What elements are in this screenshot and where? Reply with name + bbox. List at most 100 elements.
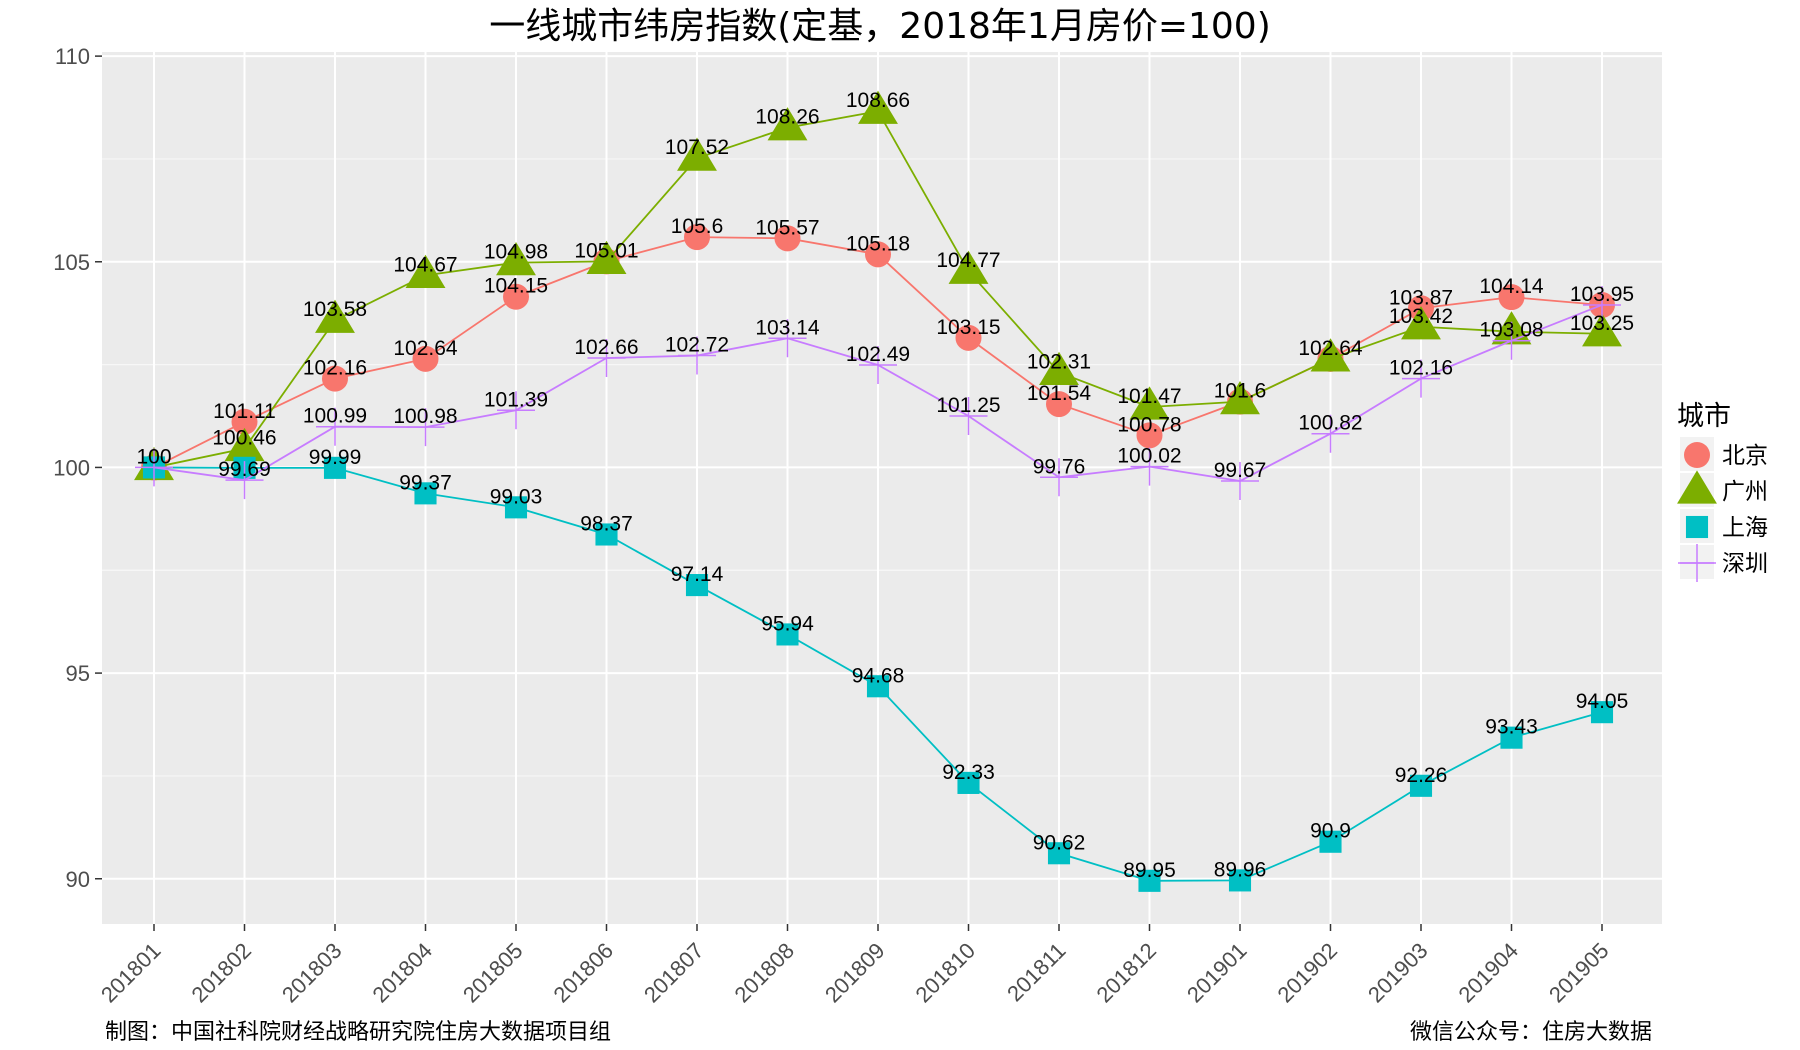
data-point	[1311, 414, 1350, 453]
data-point	[224, 427, 265, 462]
data-label: 94.68	[852, 664, 905, 687]
data-label: 103.25	[1570, 312, 1634, 335]
data-label: 107.52	[665, 136, 729, 159]
legend-symbol	[1677, 470, 1717, 504]
data-point	[595, 523, 618, 546]
data-point	[1136, 422, 1163, 449]
data-point	[865, 241, 891, 268]
data-label: 99.67	[1214, 459, 1267, 482]
data-point	[323, 456, 347, 479]
data-point	[1228, 869, 1252, 892]
data-label: 99.99	[309, 446, 362, 469]
data-point	[866, 675, 890, 698]
data-point	[858, 90, 898, 124]
data-point	[774, 225, 801, 252]
data-point	[504, 496, 528, 519]
data-point	[316, 407, 354, 446]
data-point	[1221, 462, 1259, 501]
data-label: 100.46	[212, 427, 276, 450]
data-point	[1492, 321, 1531, 360]
data-point	[586, 240, 627, 274]
data-label: 104.14	[1479, 275, 1544, 298]
data-point	[405, 254, 446, 288]
data-point	[684, 224, 710, 251]
data-point	[1409, 774, 1433, 797]
data-label: 102.49	[846, 343, 910, 366]
data-point	[957, 771, 980, 794]
data-point	[1402, 359, 1440, 398]
legend-symbol	[1684, 442, 1710, 468]
data-label: 101.39	[484, 388, 548, 411]
data-point	[1046, 391, 1072, 418]
legend-title: 城市	[1677, 401, 1731, 432]
data-point	[225, 461, 264, 500]
series-广州	[134, 90, 1622, 481]
data-point	[1583, 285, 1621, 324]
data-label: 99.03	[490, 485, 543, 508]
legend-item: 北京	[1680, 437, 1768, 471]
legend-symbol	[1685, 515, 1709, 539]
data-label: 102.72	[665, 334, 729, 357]
data-label: 100.98	[393, 405, 457, 428]
data-label: 90.9	[1310, 820, 1351, 843]
data-label: 105.6	[671, 215, 724, 238]
data-point	[948, 250, 989, 284]
data-label: 103.42	[1389, 305, 1453, 328]
data-point	[1590, 701, 1614, 724]
data-point	[677, 137, 717, 171]
data-label: 101.25	[936, 394, 1000, 417]
data-point	[1138, 869, 1161, 892]
y-tick-label: 100	[53, 455, 90, 480]
data-point	[1047, 842, 1071, 865]
legend-label: 上海	[1722, 515, 1768, 541]
data-point	[497, 391, 535, 430]
series-layer	[134, 90, 1622, 892]
chart-title: 一线城市纬房指数(定基，2018年1月房价=100)	[489, 6, 1271, 47]
data-label: 101.54	[1027, 382, 1092, 405]
data-point	[1319, 830, 1342, 853]
data-point	[587, 339, 626, 378]
data-point	[412, 345, 439, 372]
legend-label: 北京	[1722, 443, 1768, 469]
data-point	[685, 574, 709, 597]
data-point	[231, 408, 258, 435]
data-point	[414, 482, 437, 505]
data-point	[1498, 284, 1525, 311]
data-point	[496, 241, 536, 276]
data-label: 89.96	[1214, 858, 1267, 881]
y-tick-label: 95	[66, 661, 90, 686]
legend-label: 广州	[1722, 479, 1768, 505]
data-label: 103.95	[1570, 283, 1634, 306]
data-point	[767, 107, 808, 141]
data-label: 100	[136, 445, 171, 468]
y-tick-label: 105	[53, 250, 90, 275]
data-point	[1039, 351, 1079, 386]
data-point	[322, 365, 348, 392]
data-point	[1040, 458, 1078, 497]
data-label: 103.14	[755, 316, 820, 339]
data-labels: 100 101.11 102.16 102.64 104.15 105.01 105.6 10…	[136, 89, 1634, 882]
data-point	[503, 283, 529, 310]
data-label: 105.01	[574, 239, 638, 262]
y-tick-label: 110	[55, 44, 90, 69]
data-label: 93.43	[1485, 716, 1538, 739]
data-label: 105.18	[846, 232, 910, 255]
data-label: 102.66	[574, 336, 638, 359]
data-label: 102.64	[1298, 337, 1363, 360]
series-上海	[142, 456, 1614, 892]
data-label: 95.94	[761, 612, 814, 635]
data-label: 100.02	[1117, 445, 1181, 468]
data-label: 97.14	[671, 563, 724, 586]
legend-symbol	[1678, 544, 1716, 582]
y-tick-label: 90	[66, 867, 90, 892]
data-point	[776, 623, 799, 646]
data-label: 108.26	[755, 106, 819, 129]
data-point	[678, 336, 716, 375]
data-label: 103.08	[1479, 319, 1543, 342]
data-label: 99.37	[399, 471, 452, 494]
data-label: 101.6	[1214, 380, 1267, 403]
data-label: 104.15	[484, 275, 548, 298]
data-label: 90.62	[1033, 831, 1086, 854]
